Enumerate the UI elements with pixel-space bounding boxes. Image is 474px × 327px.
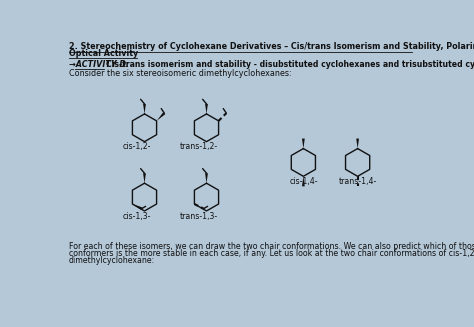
Text: conformers is the more stable in each case, if any. Let us look at the two chair: conformers is the more stable in each ca… — [69, 249, 474, 258]
Text: Cis-trans isomerism and stability - disubstituted cyclohexanes and trisubstitute: Cis-trans isomerism and stability - disu… — [106, 60, 474, 69]
Polygon shape — [302, 176, 305, 186]
Polygon shape — [356, 139, 359, 148]
Text: trans-1,4-: trans-1,4- — [338, 177, 377, 186]
Text: Consider the six stereoisomeric dimethylcyclohexanes:: Consider the six stereoisomeric dimethyl… — [69, 69, 291, 78]
Text: dimethylcyclohexane:: dimethylcyclohexane: — [69, 255, 155, 265]
Text: trans-1,3-: trans-1,3- — [180, 212, 218, 221]
Polygon shape — [132, 204, 142, 210]
Text: Optical Activity: Optical Activity — [69, 49, 138, 58]
Polygon shape — [205, 173, 208, 183]
Text: cis-1,4-: cis-1,4- — [289, 177, 318, 186]
Text: cis-1,2-: cis-1,2- — [123, 142, 151, 151]
Polygon shape — [143, 173, 146, 183]
Text: trans-1,2-: trans-1,2- — [180, 142, 218, 151]
Polygon shape — [302, 139, 305, 148]
Text: For each of these isomers, we can draw the two chair conformations. We can also : For each of these isomers, we can draw t… — [69, 242, 474, 251]
Polygon shape — [156, 112, 165, 121]
Polygon shape — [205, 104, 208, 114]
Text: 2. Stereochemistry of Cyclohexane Derivatives – Cis/trans Isomerism and Stabilit: 2. Stereochemistry of Cyclohexane Deriva… — [69, 42, 474, 51]
Text: →ACTIVITY D:: →ACTIVITY D: — [69, 60, 129, 69]
Text: cis-1,3-: cis-1,3- — [123, 212, 151, 221]
Polygon shape — [143, 104, 146, 114]
